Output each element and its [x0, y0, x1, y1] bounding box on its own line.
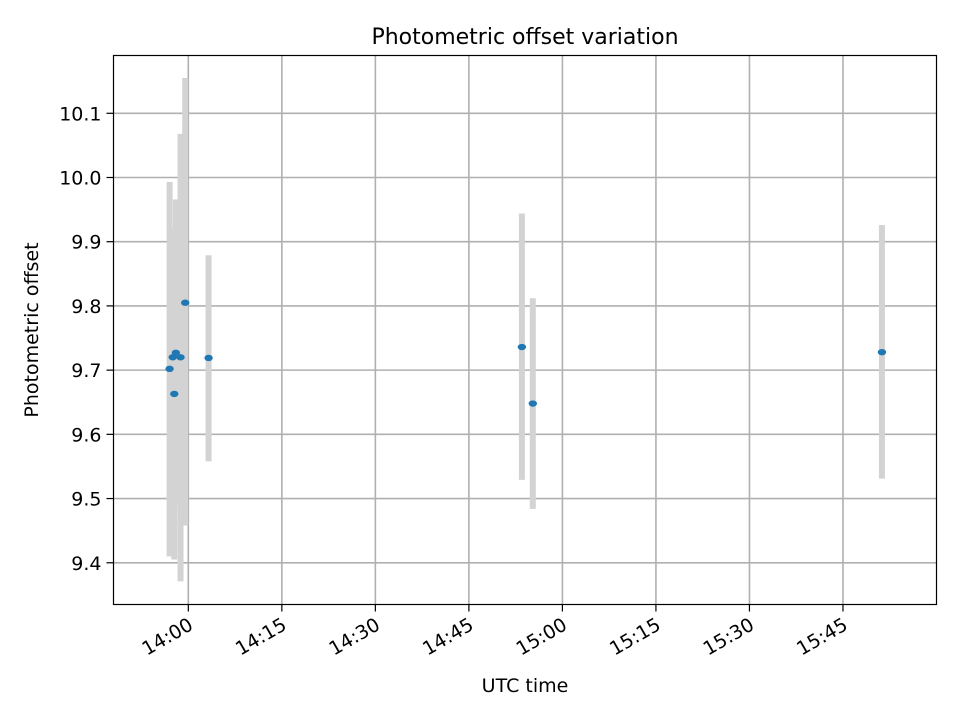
data-point — [176, 354, 185, 361]
y-tick-label: 9.8 — [71, 296, 101, 318]
data-point — [181, 299, 190, 306]
y-tick-label: 9.5 — [71, 489, 101, 511]
y-axis-ticks: 9.4 9.5 9.6 9.7 9.8 9.9 10.0 10.1 — [59, 103, 114, 575]
data-point — [877, 348, 887, 356]
y-tick-label: 9.7 — [71, 360, 101, 382]
y-tick-label: 10.1 — [59, 103, 101, 125]
y-tick-label: 10.0 — [59, 168, 101, 190]
data-point — [165, 365, 174, 373]
grid — [113, 55, 937, 605]
data-point — [171, 349, 181, 356]
y-axis-label: Photometric offset — [21, 242, 43, 417]
x-axis-label: UTC time — [482, 675, 569, 697]
data-points — [165, 299, 887, 407]
data-point — [517, 343, 527, 351]
data-point — [170, 390, 179, 398]
y-tick-label: 9.4 — [71, 553, 101, 575]
data-point — [204, 354, 213, 362]
y-tick-label: 9.9 — [71, 232, 101, 254]
plot-frame — [112, 54, 938, 606]
chart-title: Photometric offset variation — [371, 25, 678, 50]
y-tick-label: 9.6 — [71, 424, 101, 446]
data-point — [528, 400, 537, 407]
